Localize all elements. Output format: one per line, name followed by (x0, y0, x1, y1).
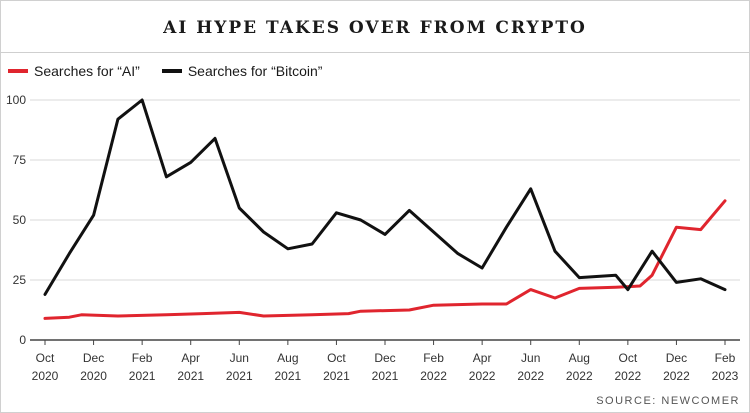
x-tick-label-year: 2022 (469, 369, 496, 383)
series-line-ai (43, 199, 727, 320)
series-line-bitcoin (43, 98, 727, 296)
y-tick-label: 100 (6, 93, 26, 107)
x-tick-label-month: Feb (715, 351, 736, 365)
x-tick-label-month: Dec (374, 351, 395, 365)
x-tick-label-month: Dec (83, 351, 104, 365)
x-tick-label-month: Oct (327, 351, 346, 365)
legend-label-bitcoin: Searches for “Bitcoin” (187, 63, 323, 79)
x-tick-label-year: 2022 (517, 369, 544, 383)
y-tick-label: 0 (19, 333, 26, 347)
x-tick-label-year: 2021 (372, 369, 399, 383)
y-tick-label: 25 (13, 273, 27, 287)
x-tick-label-year: 2020 (32, 369, 59, 383)
x-tick-label-month: Feb (423, 351, 444, 365)
x-tick-label-year: 2021 (275, 369, 302, 383)
x-tick-label-year: 2022 (615, 369, 642, 383)
x-tick-label-year: 2021 (323, 369, 350, 383)
x-tick-label-year: 2020 (80, 369, 107, 383)
x-tick-label-month: Oct (36, 351, 55, 365)
chart-source: SOURCE: NEWCOMER (596, 395, 740, 407)
legend-swatch-bitcoin (161, 69, 182, 73)
x-tick-label-year: 2022 (663, 369, 690, 383)
y-tick-label: 75 (13, 153, 27, 167)
x-tick-label-year: 2021 (177, 369, 204, 383)
x-tick-label-year: 2022 (420, 369, 447, 383)
x-tick-label-month: Feb (132, 351, 153, 365)
x-tick-label-month: Apr (473, 351, 492, 365)
x-tick-label-month: Aug (569, 351, 590, 365)
title-divider (0, 52, 750, 53)
legend-swatch-ai (8, 69, 28, 73)
x-tick-label-month: Dec (666, 351, 687, 365)
x-tick-label-year: 2022 (566, 369, 593, 383)
x-tick-label-year: 2023 (712, 369, 739, 383)
x-tick-label-year: 2021 (129, 369, 156, 383)
chart-title: AI HYPE TAKES OVER FROM CRYPTO (163, 18, 587, 38)
legend-label-ai: Searches for “AI” (34, 63, 140, 79)
chart-legend: Searches for “AI” Searches for “Bitcoin” (8, 63, 344, 79)
x-tick-label-month: Aug (277, 351, 298, 365)
x-tick-label-month: Apr (181, 351, 200, 365)
legend-item-ai: Searches for “AI” (8, 63, 140, 79)
x-tick-label-month: Jun (230, 351, 249, 365)
x-tick-label-month: Jun (521, 351, 540, 365)
x-tick-label-month: Oct (619, 351, 638, 365)
x-tick-label-year: 2021 (226, 369, 253, 383)
legend-item-bitcoin: Searches for “Bitcoin” (161, 63, 323, 79)
y-tick-label: 50 (13, 213, 27, 227)
